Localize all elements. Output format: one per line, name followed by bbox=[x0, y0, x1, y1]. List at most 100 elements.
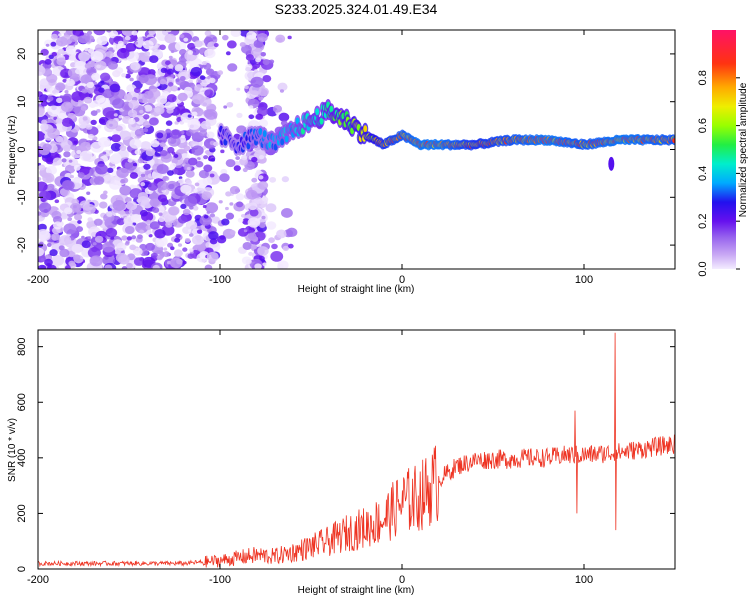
spectrogram-noise-cell bbox=[119, 145, 127, 151]
spectrogram-noise-cell bbox=[50, 33, 58, 40]
spectrogram-noise-cell bbox=[187, 253, 195, 259]
spectrogram-noise-cell bbox=[93, 176, 105, 185]
spectrogram-noise-cell bbox=[277, 82, 288, 92]
spectrogram-noise-cell bbox=[126, 84, 137, 93]
spectrogram-noise-cell bbox=[111, 134, 121, 143]
spectrogram-noise-cell bbox=[170, 85, 178, 92]
spectrogram-noise-cell bbox=[225, 206, 229, 211]
spectrogram-noise-cell bbox=[166, 170, 174, 176]
spectrogram-noise-cell bbox=[201, 191, 212, 201]
spectrogram-noise-cell bbox=[120, 47, 127, 54]
spectrogram-noise-cell bbox=[149, 198, 160, 207]
spectrogram-noise-cell bbox=[81, 88, 88, 94]
spectrogram-noise-cell bbox=[178, 176, 183, 180]
spectrogram-noise-cell bbox=[112, 239, 124, 249]
spectrogram-noise-cell bbox=[65, 265, 71, 269]
spectrogram-noise-cell bbox=[227, 63, 238, 72]
spectrogram-noise-cell bbox=[277, 260, 289, 269]
spectrogram-noise-cell bbox=[87, 217, 93, 222]
spectrogram-noise-cell bbox=[258, 119, 269, 128]
spectrogram-noise-cell bbox=[60, 139, 73, 150]
spectrogram-noise-cell bbox=[243, 229, 248, 233]
spectrogram-noise-cell bbox=[147, 182, 158, 191]
spectrogram-noise-cell bbox=[99, 201, 108, 209]
spectrogram-noise-cell bbox=[184, 237, 191, 243]
spectrogram-noise-cell bbox=[134, 87, 141, 93]
spectrogram-noise-cell bbox=[209, 173, 215, 178]
spectrogram-noise-cell bbox=[94, 235, 104, 243]
spectrogram-noise-cell bbox=[225, 212, 235, 220]
spectrogram-noise-cell bbox=[102, 174, 115, 185]
spectrogram-noise-cell bbox=[173, 154, 179, 159]
spectrogram-noise-cell bbox=[50, 41, 57, 47]
spectrogram-noise-cell bbox=[206, 131, 215, 139]
spectrogram-noise-cell bbox=[242, 167, 248, 173]
spectrogram-noise-cell bbox=[130, 62, 141, 71]
spectrogram-noise-cell bbox=[202, 177, 213, 186]
spectrogram-noise-cell bbox=[148, 233, 153, 238]
spectrogram-noise-cell bbox=[165, 128, 172, 134]
spectrogram-noise-cell bbox=[140, 182, 146, 187]
spectrogram-noise-cell bbox=[86, 30, 93, 36]
spectrogram-noise-cell bbox=[241, 256, 252, 265]
spectrogram-noise-cell bbox=[156, 181, 169, 191]
spectrogram-noise-cell bbox=[158, 216, 165, 223]
spectrogram-noise-cell bbox=[42, 143, 52, 152]
spectrogram-noise-cell bbox=[94, 60, 107, 71]
spectrogram-noise-cell bbox=[119, 185, 132, 196]
spectrogram-noise-cell bbox=[248, 105, 254, 110]
spectrogram-noise-cell bbox=[69, 203, 82, 213]
spectrogram-noise-cell bbox=[45, 165, 57, 176]
spectrogram-noise-cell bbox=[197, 79, 202, 84]
spectrogram-noise-cell bbox=[199, 215, 212, 226]
spectrogram-noise-cell bbox=[54, 199, 60, 204]
spectrogram-noise-cell bbox=[187, 42, 196, 50]
spectrogram-xtick-label: -100 bbox=[209, 274, 231, 286]
spectrogram-noise-cell bbox=[117, 254, 130, 265]
spectrogram-noise-cell bbox=[38, 164, 46, 171]
spectrogram-noise-cell bbox=[208, 231, 219, 240]
spectrogram-noise-cell bbox=[220, 149, 225, 154]
spectrogram-noise-cell bbox=[229, 230, 236, 235]
spectrogram-noise-cell bbox=[46, 156, 54, 163]
spectrogram-noise-cell bbox=[174, 41, 187, 51]
spectrogram-noise-cell bbox=[168, 55, 173, 60]
spectrogram-noise-cell bbox=[257, 32, 268, 42]
spectrogram-noise-cell bbox=[112, 98, 125, 109]
spectrogram-noise-cell bbox=[139, 109, 144, 114]
spectrogram-noise-cell bbox=[74, 213, 83, 221]
spectrogram-noise-cell bbox=[82, 116, 88, 121]
spectrogram-noise-cell bbox=[225, 51, 231, 56]
spectrogram-noise-cell bbox=[288, 243, 294, 249]
spectrogram-noise-cell bbox=[145, 148, 156, 157]
spectrogram-noise-cell bbox=[40, 123, 49, 131]
spectrogram-noise-cell bbox=[237, 217, 244, 223]
spectrogram-noise-cell bbox=[270, 251, 284, 262]
spectrogram-noise-cell bbox=[139, 243, 147, 251]
spectrogram-noise-cell bbox=[102, 241, 115, 253]
spectrogram-ytick-label: -20 bbox=[16, 237, 28, 253]
snr-xtick-label: 100 bbox=[575, 574, 593, 586]
spectrogram-noise-cell bbox=[126, 236, 132, 241]
spectrogram-noise-cell bbox=[206, 251, 219, 262]
spectrogram-noise-cell bbox=[223, 105, 228, 109]
colorbar-tick-label: 0.8 bbox=[697, 70, 709, 85]
spectrogram-noise-cell bbox=[251, 177, 258, 183]
spectrogram-noise-cell bbox=[216, 235, 227, 244]
spectrogram-noise-cell bbox=[51, 233, 61, 241]
spectrogram-noise-cell bbox=[177, 243, 183, 247]
spectrogram-noise-cell bbox=[125, 42, 137, 53]
spectrogram-noise-cell bbox=[156, 255, 163, 261]
spectrogram-noise-cell bbox=[199, 78, 211, 87]
spectrogram-noise-cell bbox=[183, 145, 191, 152]
spectrogram-noise-cell bbox=[58, 33, 63, 37]
spectrogram-noise-cell bbox=[159, 44, 166, 51]
spectrogram-noise-cell bbox=[57, 48, 65, 55]
spectrogram-noise-cell bbox=[156, 95, 168, 105]
spectrogram-noise-cell bbox=[71, 243, 83, 254]
spectrogram-noise-cell bbox=[240, 213, 246, 218]
spectrogram-noise-cell bbox=[196, 229, 203, 234]
spectrogram-noise-cell bbox=[65, 45, 77, 55]
spectrogram-noise-cell bbox=[137, 195, 150, 206]
spectrogram-noise-cell bbox=[195, 160, 204, 168]
